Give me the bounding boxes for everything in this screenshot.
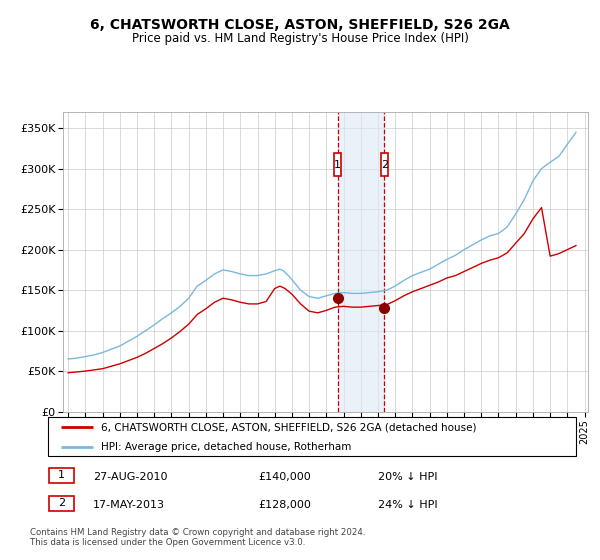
- Text: 27-AUG-2010: 27-AUG-2010: [93, 472, 167, 482]
- Text: 17-MAY-2013: 17-MAY-2013: [93, 500, 165, 510]
- Text: HPI: Average price, detached house, Rotherham: HPI: Average price, detached house, Roth…: [101, 442, 351, 451]
- Text: Contains HM Land Registry data © Crown copyright and database right 2024.
This d: Contains HM Land Registry data © Crown c…: [30, 528, 365, 548]
- Text: 6, CHATSWORTH CLOSE, ASTON, SHEFFIELD, S26 2GA (detached house): 6, CHATSWORTH CLOSE, ASTON, SHEFFIELD, S…: [101, 422, 476, 432]
- Text: 6, CHATSWORTH CLOSE, ASTON, SHEFFIELD, S26 2GA: 6, CHATSWORTH CLOSE, ASTON, SHEFFIELD, S…: [90, 18, 510, 32]
- FancyBboxPatch shape: [334, 153, 341, 176]
- FancyBboxPatch shape: [48, 417, 576, 456]
- Text: 2: 2: [58, 498, 65, 508]
- Text: £140,000: £140,000: [258, 472, 311, 482]
- Bar: [338, 112, 385, 412]
- FancyBboxPatch shape: [49, 468, 74, 483]
- FancyBboxPatch shape: [49, 496, 74, 511]
- Text: 24% ↓ HPI: 24% ↓ HPI: [378, 500, 437, 510]
- FancyBboxPatch shape: [381, 153, 388, 176]
- Text: 20% ↓ HPI: 20% ↓ HPI: [378, 472, 437, 482]
- Text: 1: 1: [334, 160, 341, 170]
- Text: 1: 1: [58, 470, 65, 480]
- Text: 2: 2: [381, 160, 388, 170]
- Text: Price paid vs. HM Land Registry's House Price Index (HPI): Price paid vs. HM Land Registry's House …: [131, 32, 469, 45]
- Text: £128,000: £128,000: [258, 500, 311, 510]
